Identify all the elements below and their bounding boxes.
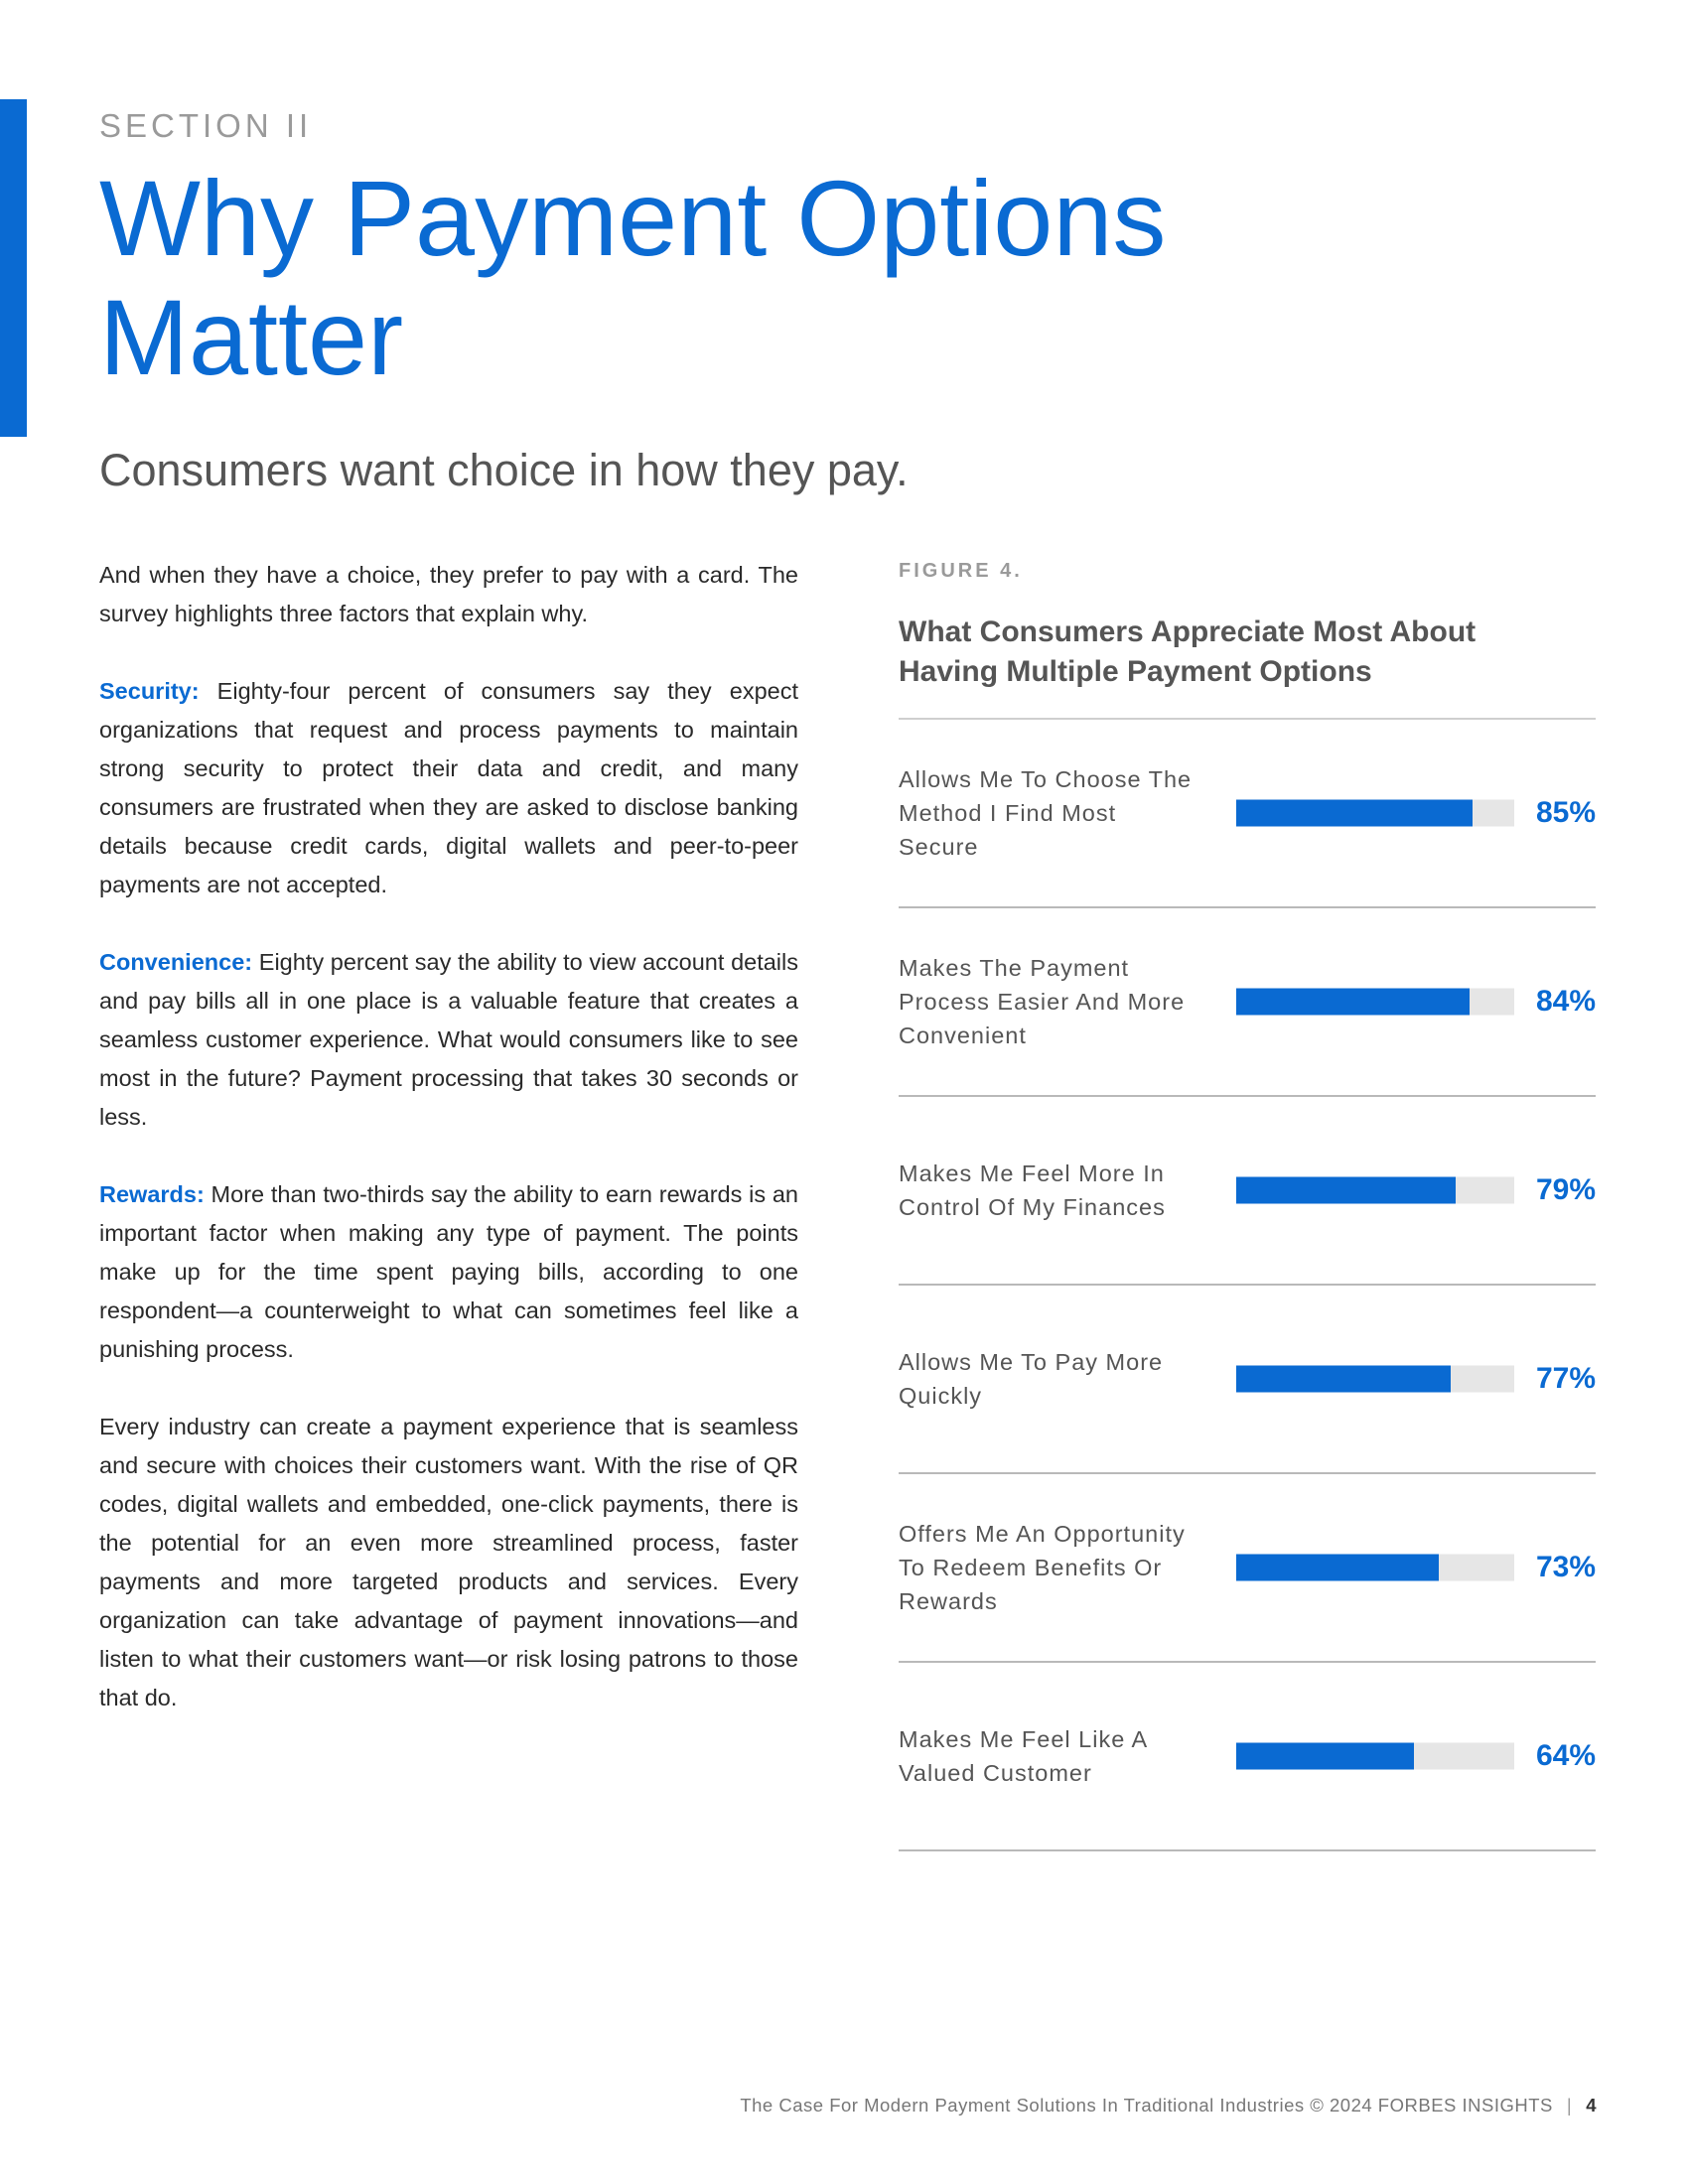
chart-bar	[1236, 1176, 1457, 1204]
chart-category-label: Offers Me An Opportunity To Redeem Benef…	[899, 1521, 1186, 1614]
chart-bar	[1236, 1365, 1451, 1393]
rewards-lead: Rewards:	[99, 1181, 205, 1207]
figure-label: FIGURE 4.	[899, 560, 1023, 582]
page-footer: The Case For Modern Payment Solutions In…	[740, 2095, 1597, 2116]
page-title: Why Payment Options Matter	[99, 158, 1167, 397]
chart-row: Makes The Payment Process Easier And Mor…	[899, 908, 1596, 1097]
chart-row: Makes Me Feel Like A Valued Customer 64%	[899, 1663, 1596, 1851]
page-number: 4	[1586, 2095, 1597, 2116]
body-text-column: And when they have a choice, they prefer…	[99, 556, 798, 1756]
chart-row: Allows Me To Choose The Method I Find Mo…	[899, 720, 1596, 908]
security-paragraph: Security: Eighty-four percent of consume…	[99, 672, 798, 904]
chart-bar-track	[1236, 988, 1514, 1016]
convenience-text: Eighty percent say the ability to view a…	[99, 949, 798, 1130]
chart-bar-track	[1236, 1176, 1514, 1204]
chart-bar	[1236, 1554, 1440, 1581]
security-lead: Security:	[99, 678, 200, 704]
chart-value-label: 85%	[1535, 796, 1596, 829]
rewards-text: More than two-thirds say the ability to …	[99, 1181, 798, 1362]
chart-bar	[1236, 988, 1471, 1016]
convenience-lead: Convenience:	[99, 949, 253, 975]
section-accent-bar	[0, 99, 27, 437]
figure-4: FIGURE 4. What Consumers Appreciate Most…	[899, 556, 1596, 1851]
chart-bar-track	[1236, 799, 1514, 827]
chart-bar	[1236, 799, 1473, 827]
chart-category-label: Allows Me To Pay More Quickly	[899, 1349, 1164, 1409]
chart-category-label: Makes Me Feel More In Control Of My Fina…	[899, 1160, 1166, 1220]
page-subtitle: Consumers want choice in how they pay.	[99, 445, 909, 495]
chart-bar-track	[1236, 1365, 1514, 1393]
intro-paragraph: And when they have a choice, they prefer…	[99, 562, 798, 626]
figure-title: What Consumers Appreciate Most About Hav…	[899, 615, 1477, 688]
footer-separator: |	[1566, 2095, 1573, 2116]
rewards-paragraph: Rewards: More than two-thirds say the ab…	[99, 1175, 798, 1369]
chart-category-label: Makes The Payment Process Easier And Mor…	[899, 955, 1186, 1048]
chart-value-label: 79%	[1535, 1173, 1596, 1206]
security-text: Eighty-four percent of consumers say the…	[99, 678, 798, 897]
bar-chart: Allows Me To Choose The Method I Find Mo…	[899, 718, 1596, 1851]
footer-text: The Case For Modern Payment Solutions In…	[740, 2095, 1553, 2116]
closing-paragraph: Every industry can create a payment expe…	[99, 1414, 798, 1710]
section-label: SECTION II	[99, 107, 313, 144]
convenience-paragraph: Convenience: Eighty percent say the abil…	[99, 943, 798, 1137]
chart-row: Allows Me To Pay More Quickly 77%	[899, 1286, 1596, 1474]
chart-category-label: Allows Me To Choose The Method I Find Mo…	[899, 766, 1193, 860]
chart-bar	[1236, 1742, 1415, 1770]
chart-bar-track	[1236, 1554, 1514, 1581]
chart-bar-track	[1236, 1742, 1514, 1770]
chart-row: Makes Me Feel More In Control Of My Fina…	[899, 1097, 1596, 1286]
chart-value-label: 64%	[1535, 1739, 1596, 1772]
chart-row: Offers Me An Opportunity To Redeem Benef…	[899, 1474, 1596, 1663]
chart-value-label: 84%	[1535, 985, 1596, 1018]
chart-value-label: 73%	[1535, 1551, 1596, 1583]
chart-category-label: Makes Me Feel Like A Valued Customer	[899, 1726, 1147, 1786]
chart-value-label: 77%	[1535, 1362, 1596, 1395]
